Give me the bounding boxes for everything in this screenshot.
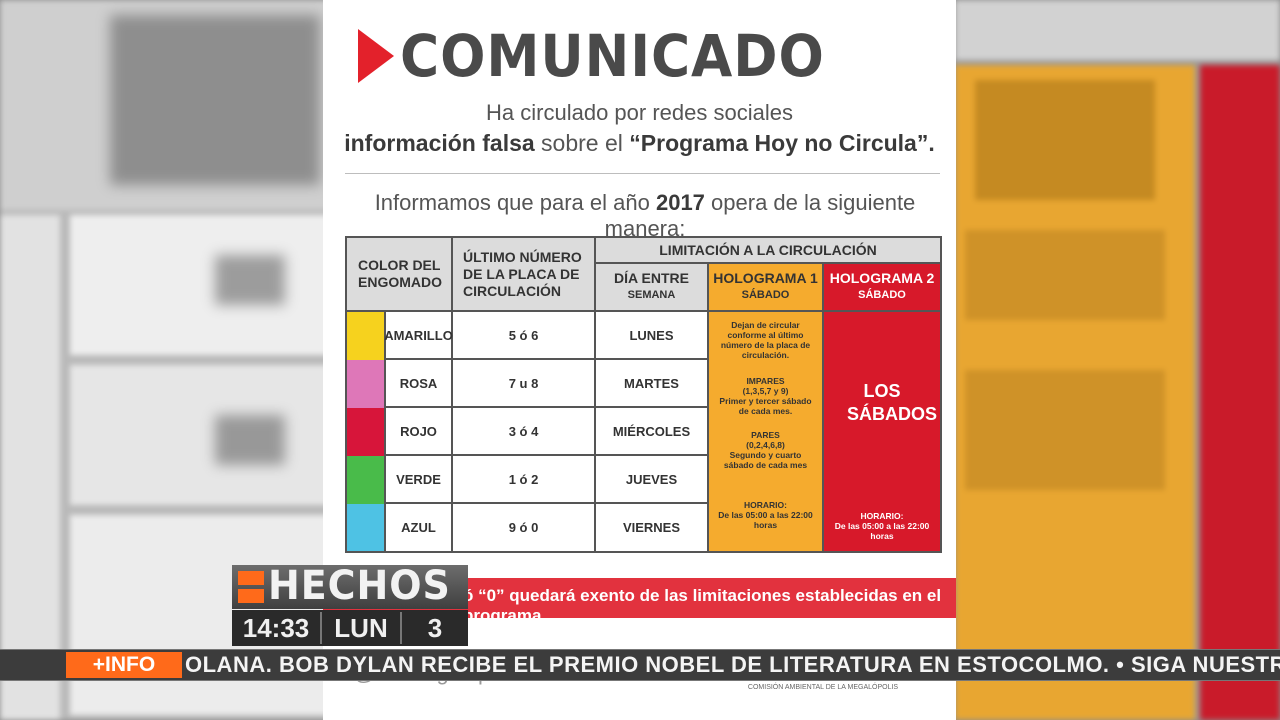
color-swatch-green [347, 456, 384, 504]
h1-even-text: Segundo y cuarto sábado de cada mes [723, 450, 808, 470]
row-color-name: AMARILLO [384, 312, 453, 360]
header-hologram-2: HOLOGRAMA 2 SÁBADO [824, 264, 940, 312]
background-left [0, 0, 330, 720]
lead-year: 2017 [655, 190, 705, 215]
header-h2-sub: SÁBADO [858, 289, 906, 301]
h1-odd-digits: (1,3,5,7 y 9) [742, 386, 789, 396]
footer-text: ó “0” quedará exento de las limitaciones… [463, 586, 942, 625]
clock-time: 14:33 [242, 612, 310, 643]
row-digits: 5 ó 6 [453, 312, 596, 360]
lead-sentence: Informamos que para el año 2017 opera de… [345, 190, 945, 242]
hologram-2-notes: LOS SÁBADOS HORARIO: De las 05:00 a las … [824, 312, 940, 551]
hoy-no-circula-table: COLOR DEL ENGOMADO ÚLTIMO NÚMERO DE LA P… [345, 236, 942, 553]
h2-main: LOS SÁBADOS [847, 381, 938, 424]
h1-even-title: PARES [751, 430, 780, 440]
hologram-1-notes: Dejan de circular conforme al último núm… [709, 312, 824, 551]
row-color-name: VERDE [384, 456, 453, 504]
header-h1-label: HOLOGRAMA 1 [713, 270, 818, 286]
row-digits: 9 ó 0 [453, 504, 596, 551]
clock-divider [400, 612, 402, 644]
logo-caption: COMISIÓN AMBIENTAL DE LA MEGALÓPOLIS [747, 684, 899, 691]
row-digits: 7 u 8 [453, 360, 596, 408]
h1-even-digits: (0,2,4,6,8) [746, 440, 785, 450]
h1-odd-text: Primer y tercer sábado de cada mes. [719, 396, 812, 416]
brand-logo-icon [238, 571, 264, 603]
subtitle-line-1: Ha circulado por redes sociales [486, 100, 793, 125]
header-weekday-label: DÍA ENTRE [614, 270, 689, 286]
color-swatch-yellow [347, 312, 384, 360]
h2-schedule-title: HORARIO: [860, 511, 904, 521]
divider-line [345, 173, 940, 174]
clock-bar [232, 610, 468, 646]
h1-schedule-text: De las 05:00 a las 22:00 horas [718, 510, 813, 530]
clock-divider [320, 612, 322, 644]
h2-schedule-text: De las 05:00 a las 22:00 horas [834, 521, 930, 541]
color-swatch-red [347, 408, 384, 456]
subtitle-bold: información falsa [344, 130, 535, 156]
subtitle-mid: sobre el [534, 130, 630, 156]
clock-date: 3 [427, 612, 443, 643]
info-button[interactable]: +INFO [66, 652, 182, 678]
news-ticker-bar [0, 649, 1280, 681]
clock-day: LUN [334, 612, 388, 643]
row-day: JUEVES [596, 456, 709, 504]
header-plate: ÚLTIMO NÚMERO DE LA PLACA DE CIRCULACIÓN [453, 238, 596, 312]
row-day: MARTES [596, 360, 709, 408]
brand-bar [232, 565, 468, 609]
row-day: VIERNES [596, 504, 709, 551]
subtitle-line-2: información falsa sobre el “Programa Hoy… [323, 130, 956, 157]
lead-pre: Informamos que para el año [374, 190, 656, 215]
background-right [955, 0, 1280, 720]
communique-title: COMUNICADO [400, 22, 825, 90]
row-color-name: AZUL [384, 504, 453, 551]
play-arrow-icon [358, 29, 394, 83]
header-limitation: LIMITACIÓN A LA CIRCULACIÓN [596, 238, 940, 264]
header-h2-label: HOLOGRAMA 2 [829, 270, 935, 286]
header-color: COLOR DEL ENGOMADO [347, 238, 453, 312]
header-hologram-1: HOLOGRAMA 1 SÁBADO [709, 264, 824, 312]
subtitle-quote: “Programa Hoy no Circula”. [629, 130, 935, 156]
header-weekday: DÍA ENTRE SEMANA [596, 264, 709, 312]
row-color-name: ROSA [384, 360, 453, 408]
ticker-text: OLANA. BOB DYLAN RECIBE EL PREMIO NOBEL … [185, 652, 1280, 677]
row-digits: 3 ó 4 [453, 408, 596, 456]
header-weekday-sub: SEMANA [627, 289, 676, 301]
row-day: MIÉRCOLES [596, 408, 709, 456]
h1-intro: Dejan de circular conforme al último núm… [720, 320, 811, 360]
title-row: COMUNICADO [358, 26, 862, 86]
row-color-name: ROJO [384, 408, 453, 456]
h1-odd-title: IMPARES [746, 376, 785, 386]
header-h1-sub: SÁBADO [741, 289, 790, 301]
row-day: LUNES [596, 312, 709, 360]
row-digits: 1 ó 2 [453, 456, 596, 504]
brand-name: HECHOS [268, 563, 451, 609]
color-swatch-pink [347, 360, 384, 408]
color-swatch-blue [347, 504, 384, 551]
communique-card: COMUNICADO Ha circulado por redes social… [323, 0, 956, 720]
h1-schedule-title: HORARIO: [744, 500, 787, 510]
